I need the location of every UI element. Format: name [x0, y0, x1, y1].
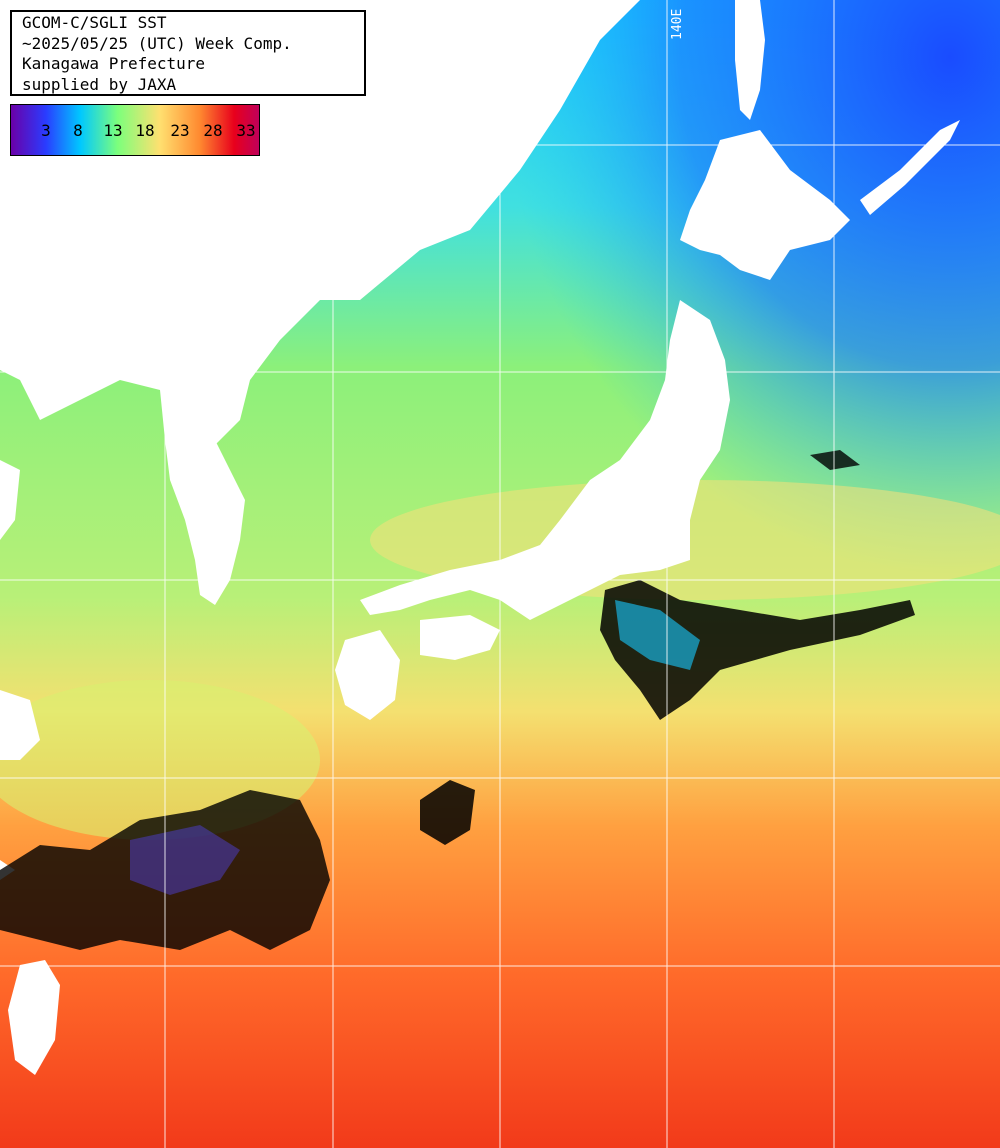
legend-tick-28: 28: [203, 121, 223, 140]
product-title: GCOM-C/SGLI SST: [22, 13, 167, 32]
date-composite: ~2025/05/25 (UTC) Week Comp.: [22, 33, 292, 53]
land-korea: [160, 390, 245, 605]
land-honshu: [360, 300, 730, 620]
cloud-patch-south: [420, 780, 475, 845]
cloud-patch-purple: [130, 825, 240, 895]
legend-tick-3: 3: [41, 121, 51, 140]
land-taiwan: [8, 960, 60, 1075]
region-name: Kanagawa Prefecture: [22, 54, 206, 73]
land-kurils: [860, 120, 960, 215]
color-scale-bar: [11, 105, 259, 155]
legend-tick-33: 33: [236, 121, 256, 140]
land-kyushu: [335, 630, 400, 720]
legend-tick-8: 8: [73, 121, 83, 140]
cloud-patch-pacific: [600, 580, 915, 720]
cloud-patch-blue-fringe: [615, 600, 700, 670]
longitude-label: 140E: [670, 8, 685, 40]
legend-tick-13: 13: [103, 121, 123, 140]
color-scale-legend: 3 8 13 18 23 28 33: [10, 104, 260, 156]
land-shikoku: [420, 615, 500, 660]
land-hokkaido: [680, 130, 850, 280]
land-sakhalin: [735, 0, 765, 120]
legend-tick-23: 23: [170, 121, 190, 140]
land-china-coast: [0, 460, 40, 880]
legend-tick-18: 18: [135, 121, 155, 140]
info-box: GCOM-C/SGLI SST ~2025/05/25 (UTC) Week C…: [10, 10, 366, 96]
latitude-label: 40N: [12, 352, 36, 367]
data-supplier: supplied by JAXA: [22, 74, 177, 94]
cloud-patch-east: [810, 450, 860, 470]
